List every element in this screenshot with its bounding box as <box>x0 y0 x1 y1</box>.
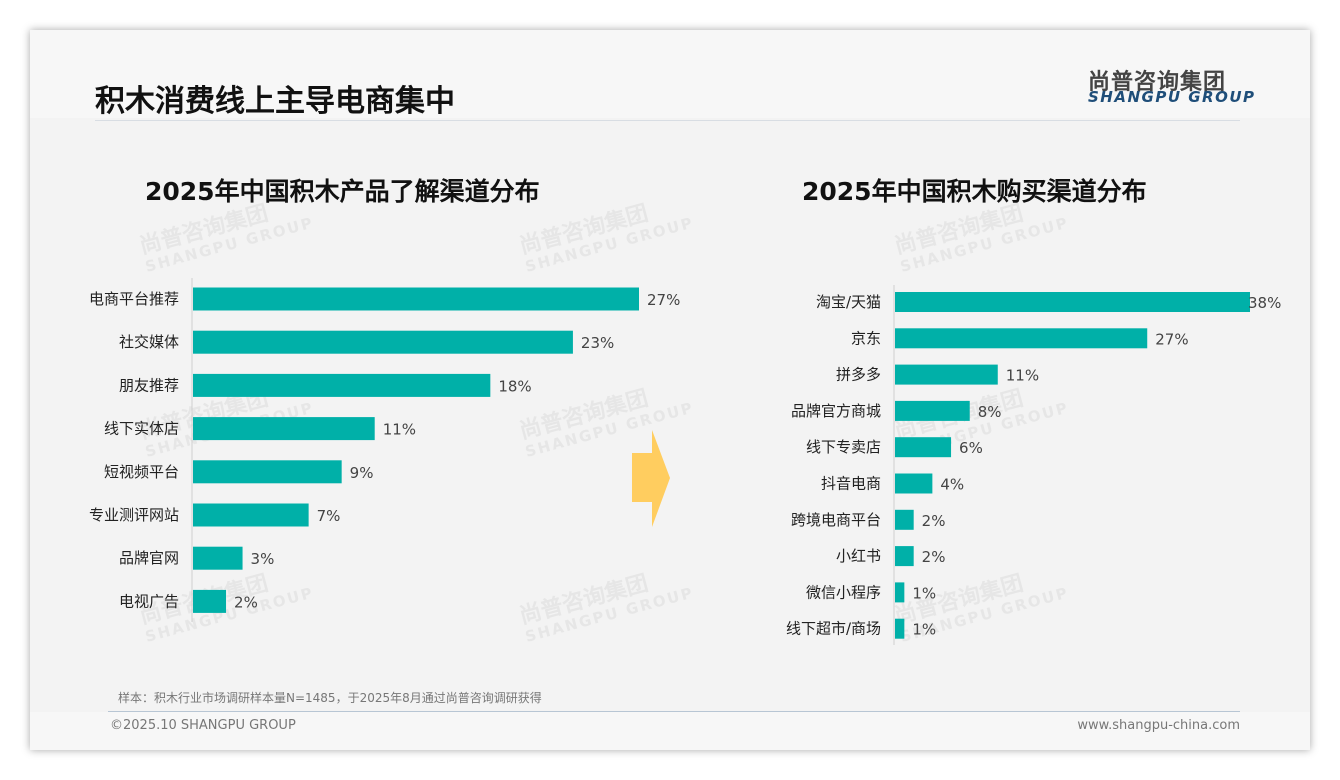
data-label: 8% <box>978 403 1002 421</box>
data-label: 1% <box>912 584 936 602</box>
bar <box>193 589 227 613</box>
category-label: 拼多多 <box>836 366 881 384</box>
bar <box>193 460 342 484</box>
data-label: 11% <box>1006 367 1039 385</box>
category-label: 小红书 <box>836 547 881 565</box>
data-label: 27% <box>1155 330 1188 348</box>
data-label: 23% <box>581 334 614 352</box>
category-label: 抖音电商 <box>821 475 881 493</box>
category-label: 京东 <box>851 329 881 347</box>
bar <box>895 292 1250 312</box>
category-label: 朋友推荐 <box>119 376 179 394</box>
data-label: 7% <box>317 507 341 525</box>
page-title: 积木消费线上主导电商集中 <box>95 84 455 119</box>
chart-title-right: 2025年中国积木购买渠道分布 <box>802 177 1147 206</box>
data-label: 1% <box>912 621 936 639</box>
data-label: 6% <box>959 439 983 457</box>
bar <box>193 373 491 397</box>
bar <box>193 503 309 527</box>
bar <box>895 400 970 421</box>
footer-band <box>30 712 1310 750</box>
category-label: 线下专卖店 <box>806 438 881 456</box>
bar <box>193 287 639 311</box>
footer-divider <box>108 711 1240 712</box>
data-label: 3% <box>251 550 275 568</box>
data-label: 2% <box>234 593 258 611</box>
category-label: 专业测评网站 <box>89 506 179 524</box>
header-band <box>30 30 1310 118</box>
logo-en: SHANGPU GROUP <box>1088 88 1256 106</box>
bar <box>895 618 905 639</box>
category-label: 淘宝/天猫 <box>816 293 881 311</box>
logo-cn: 尚普咨询集团 <box>1088 70 1227 95</box>
bar <box>895 582 905 603</box>
bar <box>895 364 998 385</box>
category-label: 短视频平台 <box>104 463 179 481</box>
sample-note: 样本：积木行业市场调研样本量N=1485，于2025年8月通过尚普咨询调研获得 <box>118 691 542 705</box>
data-label: 9% <box>350 464 374 482</box>
arrow-right-icon <box>632 430 670 527</box>
category-label: 品牌官方商城 <box>791 402 881 420</box>
category-label: 微信小程序 <box>806 583 881 601</box>
category-label: 跨境电商平台 <box>791 511 881 529</box>
category-label: 社交媒体 <box>119 333 179 351</box>
copyright: ©2025.10 SHANGPU GROUP <box>110 718 296 733</box>
category-label: 品牌官网 <box>119 549 179 567</box>
bar <box>193 330 573 354</box>
data-label: 38% <box>1248 294 1281 312</box>
data-label: 11% <box>383 421 416 439</box>
bar <box>193 417 375 441</box>
category-label: 电视广告 <box>119 592 179 610</box>
bar <box>895 546 914 567</box>
bar <box>895 473 933 494</box>
category-label: 线下超市/商场 <box>786 620 881 638</box>
bar <box>895 437 952 458</box>
header-divider <box>95 120 1240 121</box>
bar <box>895 328 1148 349</box>
data-label: 2% <box>922 548 946 566</box>
data-label: 27% <box>647 291 680 309</box>
data-label: 4% <box>940 476 964 494</box>
website-link[interactable]: www.shangpu-china.com <box>1077 718 1240 733</box>
data-label: 18% <box>498 377 531 395</box>
bar <box>193 546 243 570</box>
category-label: 线下实体店 <box>104 420 179 438</box>
chart-title-left: 2025年中国积木产品了解渠道分布 <box>145 177 540 206</box>
category-label: 电商平台推荐 <box>89 290 179 308</box>
data-label: 2% <box>922 512 946 530</box>
bar <box>895 509 914 530</box>
